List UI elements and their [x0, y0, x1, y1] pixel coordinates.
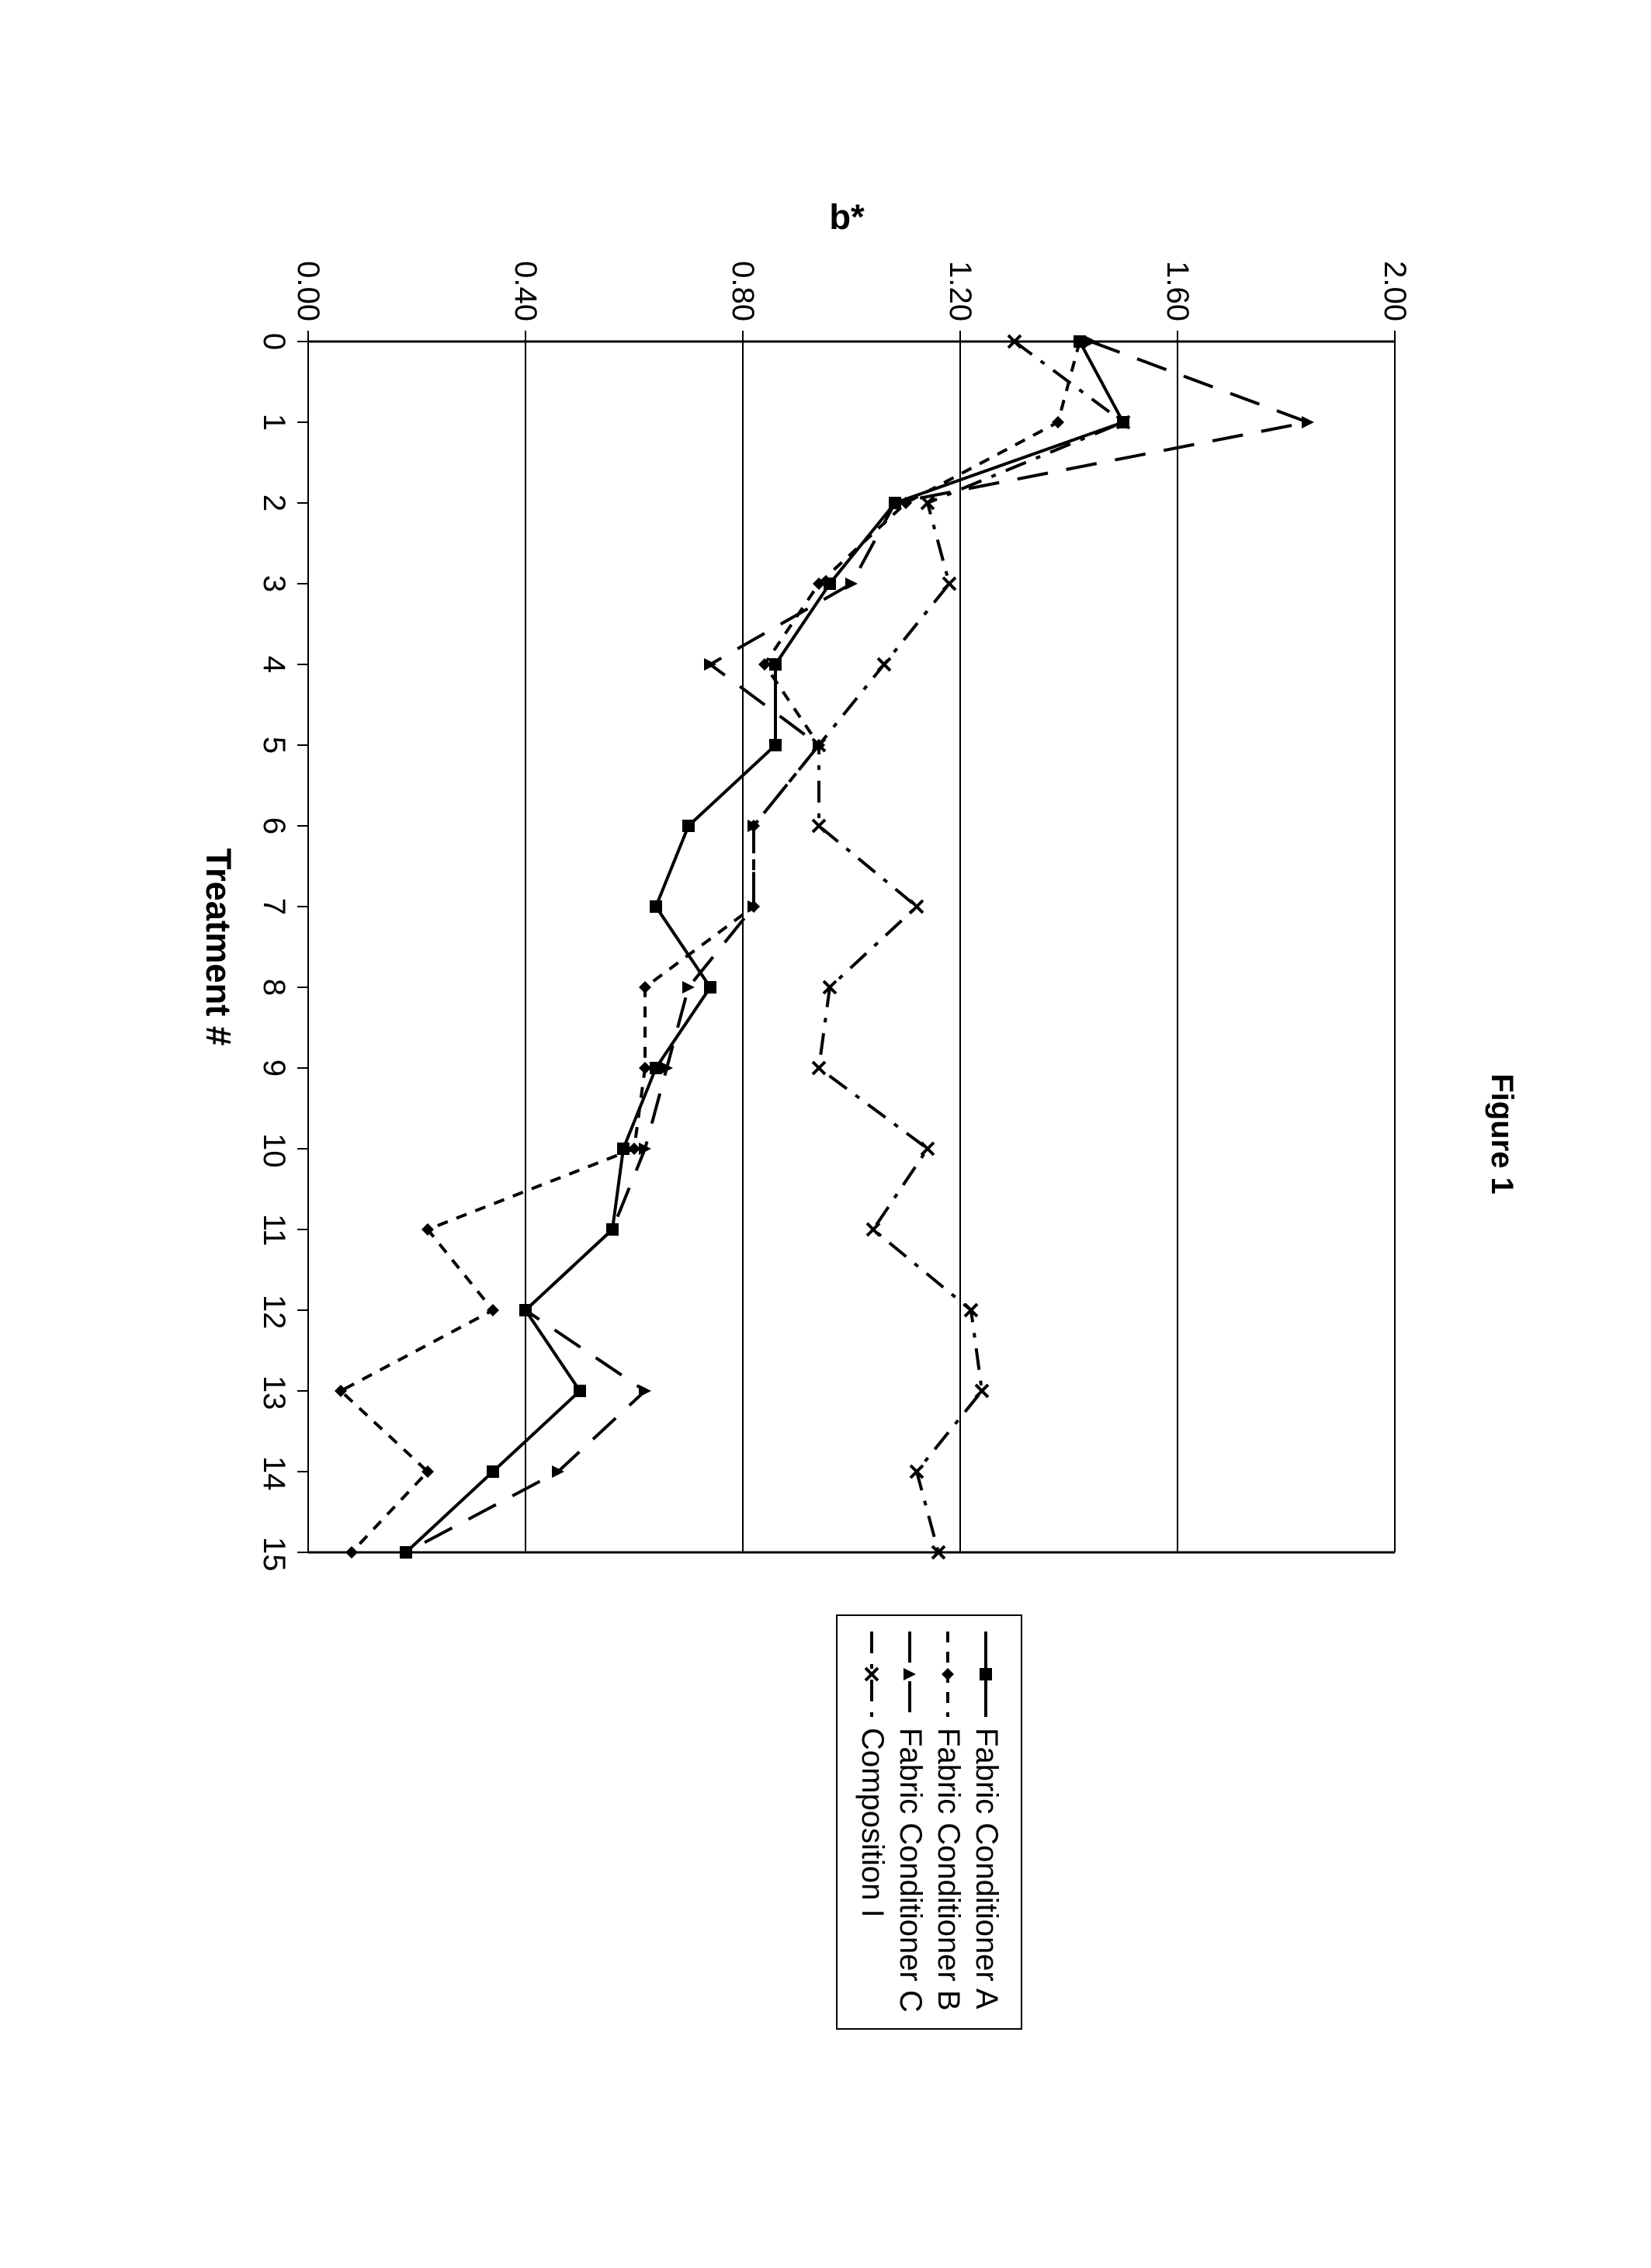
y-tick-label: 0.00 — [290, 261, 325, 321]
legend-item-fabric-conditioner-b: Fabric Conditioner B — [931, 1632, 966, 2013]
y-axis-label: b* — [816, 197, 878, 238]
y-tick-label: 2.00 — [1377, 261, 1412, 321]
legend-item-composition-i: Composition I — [855, 1632, 890, 2013]
x-tick-label: 4 — [256, 649, 291, 680]
y-tick-label: 0.40 — [508, 261, 543, 321]
legend-label-composition-i: Composition I — [855, 1728, 890, 1918]
x-tick-label: 7 — [256, 891, 291, 922]
plot-svg — [308, 342, 1395, 1552]
y-tick-label: 1.60 — [1160, 261, 1195, 321]
x-axis-label: Treatment # — [198, 342, 238, 1552]
y-tick-label: 1.20 — [942, 261, 977, 321]
x-tick-label: 12 — [256, 1295, 291, 1326]
x-tick-label: 8 — [256, 972, 291, 1003]
legend-item-fabric-conditioner-a: Fabric Conditioner A — [969, 1632, 1004, 2013]
legend-swatch-fabric-conditioner-c — [900, 1632, 921, 1717]
series-fabric-conditioner-b — [335, 335, 1086, 1559]
figure-title: Figure 1 — [1484, 0, 1519, 2268]
x-tick-label: 0 — [256, 326, 291, 357]
x-tick-label: 15 — [256, 1537, 291, 1568]
landscape-wrapper: Figure 1 b* Treatment # 0.00 0.40 0.80 1.20… — [0, 0, 1651, 2268]
series-composition-i — [813, 335, 1129, 1559]
x-tick-label: 11 — [256, 1214, 291, 1245]
x-tick-label: 6 — [256, 810, 291, 841]
x-tick-label: 9 — [256, 1053, 291, 1084]
legend-item-fabric-conditioner-c: Fabric Conditioner C — [893, 1632, 928, 2013]
legend-label-fabric-conditioner-b: Fabric Conditioner B — [931, 1728, 966, 2011]
plot-area — [308, 342, 1395, 1552]
series-fabric-conditioner-a — [400, 335, 1129, 1559]
x-tick-label: 1 — [256, 407, 291, 438]
legend: Fabric Conditioner AFabric Conditioner B… — [836, 1614, 1022, 2030]
legend-swatch-fabric-conditioner-b — [938, 1632, 959, 1717]
legend-label-fabric-conditioner-c: Fabric Conditioner C — [893, 1728, 928, 2013]
legend-swatch-composition-i — [862, 1632, 883, 1717]
legend-label-fabric-conditioner-a: Fabric Conditioner A — [969, 1728, 1004, 2009]
x-tick-label: 14 — [256, 1456, 291, 1487]
x-tick-label: 5 — [256, 730, 291, 761]
page: Figure 1 b* Treatment # 0.00 0.40 0.80 1.20… — [0, 0, 1651, 2268]
x-tick-label: 13 — [256, 1375, 291, 1406]
x-tick-label: 10 — [256, 1133, 291, 1164]
y-tick-label: 0.80 — [725, 261, 760, 321]
legend-swatch-fabric-conditioner-a — [976, 1632, 997, 1717]
x-tick-label: 3 — [256, 568, 291, 599]
x-tick-label: 2 — [256, 487, 291, 518]
